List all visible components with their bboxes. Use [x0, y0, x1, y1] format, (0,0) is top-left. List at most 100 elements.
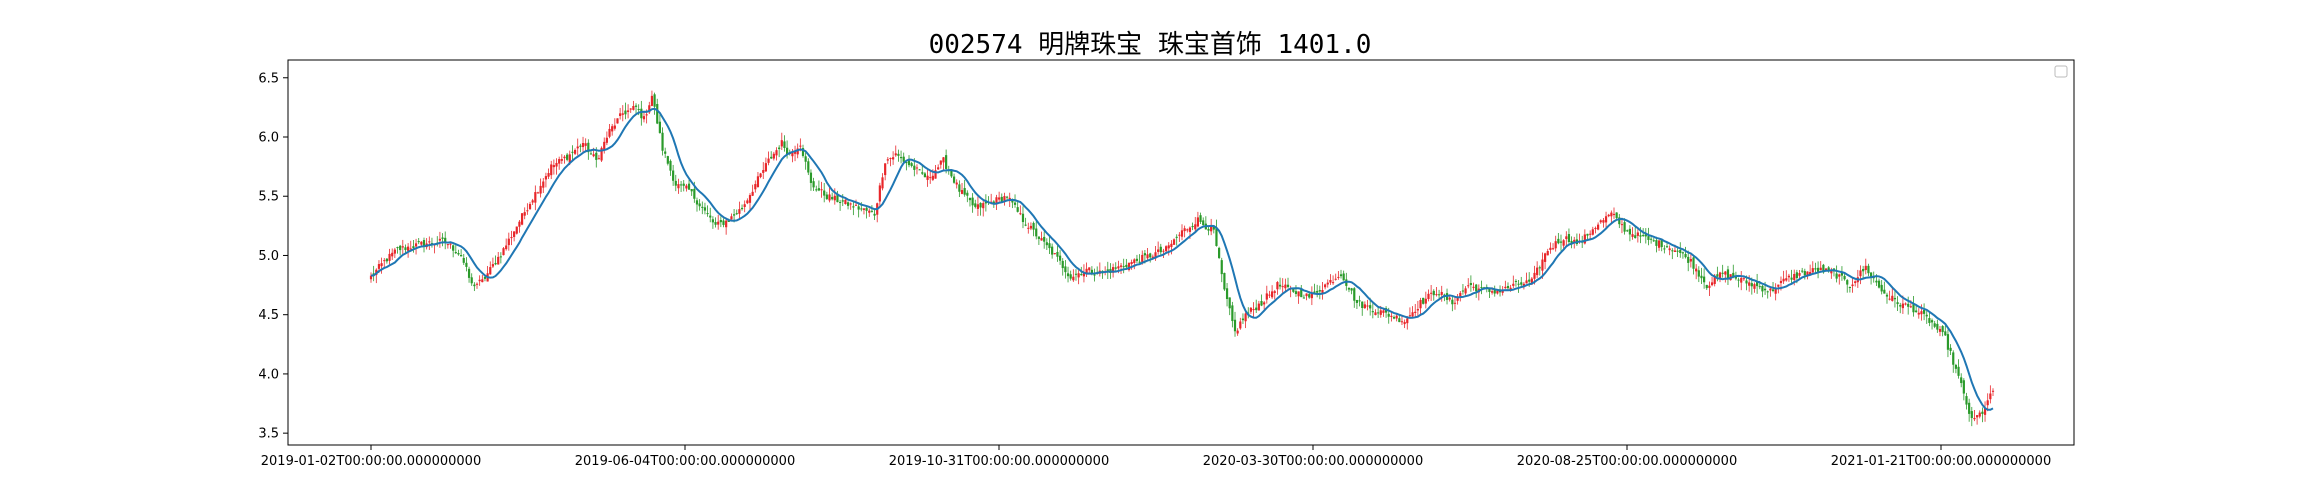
candle-body [1154, 252, 1157, 259]
candle-body [1991, 390, 1995, 392]
candle-body [1517, 283, 1520, 285]
candle-body [536, 192, 540, 194]
candle-body [1255, 307, 1258, 311]
candle-body [907, 160, 911, 166]
candle-body [1390, 315, 1393, 317]
candle-body [1387, 313, 1390, 317]
candle-body [1024, 224, 1027, 226]
candle-body [1292, 289, 1295, 292]
candle-body [1525, 280, 1528, 284]
candle-body [1869, 272, 1873, 277]
candle-body [1284, 284, 1287, 289]
candle-body [854, 204, 858, 206]
candle-body [1281, 286, 1284, 288]
candle-body [939, 160, 942, 165]
candle-body [1186, 229, 1189, 231]
candle-body [1827, 267, 1830, 271]
candle-body [1459, 292, 1462, 298]
candle-body [764, 163, 767, 172]
candle-body [1149, 253, 1152, 258]
candle-body [828, 194, 831, 201]
candle-body [1718, 272, 1722, 280]
candle-body [756, 176, 760, 188]
candle-body [1456, 297, 1459, 301]
candle-body [1334, 278, 1337, 280]
candle-body [1777, 284, 1780, 287]
candle-body [1162, 250, 1165, 252]
candle-body [844, 199, 847, 205]
candle-body [897, 153, 900, 156]
candle-body [661, 132, 664, 151]
candle-body [542, 181, 545, 188]
candle-body [1612, 213, 1616, 216]
candle-body [799, 145, 802, 147]
y-axis: 3.5 4.0 4.5 5.0 5.5 6.0 6.5 [258, 71, 288, 442]
candle-body [679, 184, 683, 186]
candle-body [449, 243, 452, 245]
candle-body [921, 172, 924, 174]
candle-body [1363, 304, 1366, 309]
candle-body [664, 151, 667, 154]
candle-body [1899, 305, 1902, 307]
candle-body [1779, 280, 1783, 284]
candle-body [1268, 294, 1271, 296]
candle-body [1048, 243, 1051, 249]
candle-body [1756, 281, 1759, 287]
candle-body [886, 159, 889, 161]
candle-body [783, 141, 786, 148]
candle-body [1541, 259, 1544, 271]
candle-body [1620, 224, 1624, 226]
candle-body [473, 284, 476, 287]
candle-body [780, 140, 783, 147]
candle-body [645, 114, 648, 116]
candle-body [1196, 217, 1200, 227]
candle-body [759, 173, 762, 178]
candle-body [1676, 250, 1679, 252]
candle-body [393, 249, 396, 254]
candle-body [1618, 217, 1621, 225]
candle-body [1793, 273, 1796, 281]
candle-body [1732, 272, 1735, 278]
candle-body [1806, 271, 1809, 277]
candle-body [1591, 229, 1594, 235]
candle-body [531, 200, 534, 203]
candle-body [1000, 196, 1003, 202]
candle-body [1398, 318, 1401, 323]
candle-body [1114, 267, 1117, 269]
candle-body [1737, 279, 1740, 281]
candle-body [605, 137, 608, 143]
candle-body [1278, 284, 1282, 287]
candle-body [478, 279, 481, 282]
candle-body [873, 213, 876, 216]
candle-body [1082, 272, 1086, 277]
candle-body [762, 170, 765, 173]
candle-body [1917, 312, 1920, 315]
candle-body [926, 175, 929, 180]
candle-body [470, 277, 473, 284]
candle-body [1867, 265, 1870, 274]
candle-body [1599, 220, 1602, 223]
candle-body [889, 157, 892, 159]
candle-body [573, 149, 577, 154]
candle-body [1965, 396, 1968, 405]
candle-body [1326, 282, 1329, 285]
candle-body [595, 152, 598, 160]
candle-body [1467, 285, 1470, 287]
candle-body [391, 252, 394, 257]
candle-body [1726, 269, 1730, 279]
candle-body [417, 241, 420, 243]
candle-body [414, 243, 418, 247]
candle-body [634, 105, 638, 107]
candle-body [592, 154, 595, 157]
candle-body [894, 153, 897, 156]
candle-body [1875, 280, 1878, 283]
candle-body [1920, 311, 1923, 315]
candle-body [1938, 328, 1942, 332]
candle-body [1475, 284, 1478, 292]
candle-body [839, 201, 842, 203]
candle-body [1122, 266, 1125, 268]
x-tick-label: 2019-06-04T00:00:00.000000000 [575, 454, 795, 469]
candle-body [1536, 267, 1539, 276]
candle-body [1432, 290, 1435, 296]
candle-body [1636, 232, 1639, 236]
